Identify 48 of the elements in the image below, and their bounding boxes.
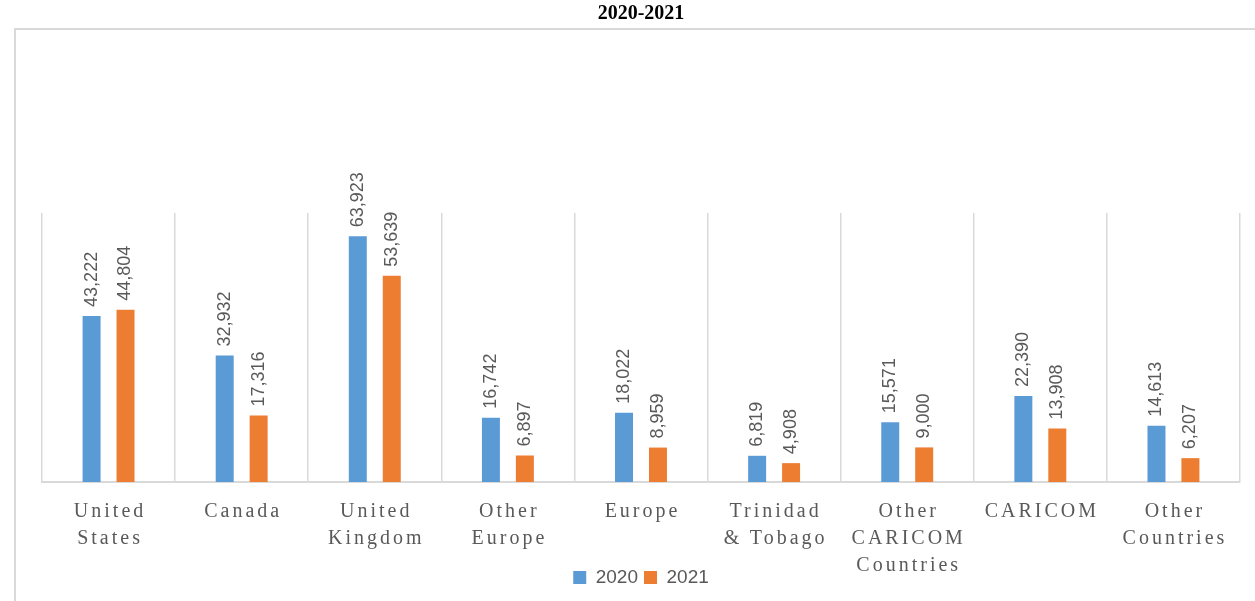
data-label: 15,571 [879,358,900,414]
bar [915,447,934,482]
data-label: 32,932 [213,291,234,347]
chart-title: 2020-2021 [597,1,685,24]
bar [615,412,634,482]
bar [1014,395,1033,482]
data-label: 53,639 [380,211,401,267]
legend-label: 2020 [595,565,639,587]
data-label: 14,613 [1145,361,1166,417]
bar [648,447,667,482]
x-tick-label: Europe [604,499,681,523]
x-tick-label: Other Europe [471,499,548,550]
data-label: 4,908 [780,409,801,455]
bar [382,275,401,482]
data-label: 16,742 [479,353,500,409]
x-tick-label: Canada [204,499,283,522]
data-label: 17,316 [247,351,268,407]
bar [1181,458,1200,482]
bar [782,463,801,482]
data-label: 63,923 [346,172,367,228]
data-label: 6,819 [746,401,767,447]
bar [515,455,534,482]
bar [249,415,268,482]
data-label: 18,022 [613,348,633,404]
bar [215,355,234,482]
data-label: 44,804 [114,245,135,301]
x-tick-label: United States [73,499,147,549]
bar [881,422,900,482]
data-label: 43,222 [80,251,101,307]
data-label: 6,207 [1179,404,1200,450]
bar [116,309,135,482]
bar [748,455,767,482]
data-label: 9,000 [913,393,934,439]
x-tick-label: United Kingdom [328,499,425,550]
data-label: 8,959 [646,393,667,439]
bar [82,315,101,482]
x-tick-label: Other CARICOM Countries [851,499,966,576]
bar [1147,425,1166,482]
bar [1048,428,1067,482]
x-tick-label: Trinidad & Tobago [723,499,828,550]
legend-label: 2021 [666,565,709,587]
bar [348,236,367,482]
data-label: 22,390 [1012,331,1033,387]
data-label: 6,897 [513,401,534,447]
bar [481,417,500,482]
x-tick-label: Other Countries [1122,499,1228,549]
x-tick-label: CARICOM [984,499,1100,522]
data-label: 13,908 [1046,364,1067,420]
